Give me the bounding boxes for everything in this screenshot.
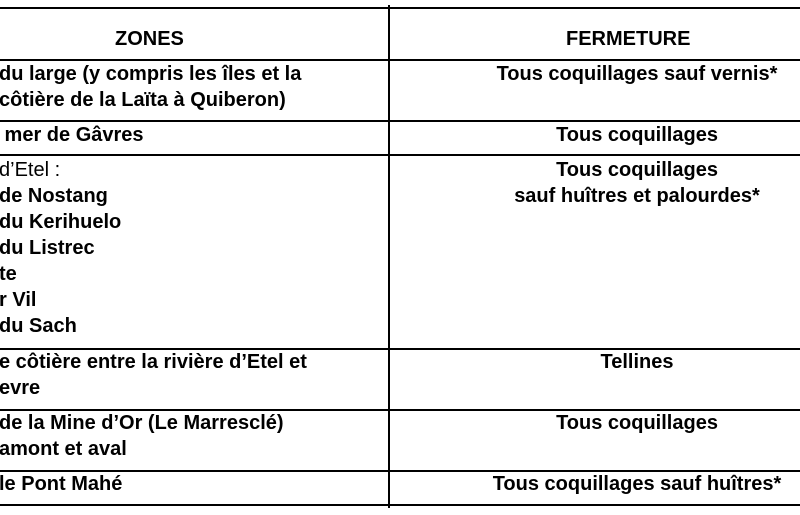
fermeture-cell: Tous coquillages sauf huîtres et palourd… bbox=[389, 157, 800, 209]
fermeture-cell: Tous coquillages bbox=[389, 410, 800, 436]
zone-line: du Kerihuelo bbox=[0, 211, 122, 233]
fermeture-cell: Tous coquillages sauf huîtres* bbox=[389, 471, 800, 497]
row-divider bbox=[0, 59, 800, 61]
zone-line: r Vil bbox=[0, 289, 37, 311]
zone-line: evre bbox=[0, 377, 41, 399]
row-divider bbox=[0, 348, 800, 350]
fermeture-line: Tous coquillages bbox=[556, 159, 718, 181]
zone-cell: du large (y compris les îles et la côtiè… bbox=[0, 61, 301, 113]
zone-line: côtière de la Laïta à Quiberon) bbox=[0, 89, 286, 111]
zone-line: de Nostang bbox=[0, 185, 108, 207]
header-fermeture: FERMETURE bbox=[566, 28, 691, 50]
zone-line: te bbox=[0, 263, 17, 285]
header-zones: ZONES bbox=[115, 28, 184, 50]
zone-cell: e côtière entre la rivière d’Etel et evr… bbox=[0, 349, 307, 401]
zone-cell: de la Mine d’Or (Le Marresclé) amont et … bbox=[0, 410, 284, 462]
fermeture-line: Tous coquillages sauf huîtres* bbox=[492, 473, 782, 495]
table-border-top bbox=[0, 7, 800, 9]
zone-line: du large (y compris les îles et la bbox=[0, 63, 302, 85]
zone-cell: mer de Gâvres bbox=[0, 122, 144, 148]
zone-line: e côtière entre la rivière d’Etel et bbox=[0, 351, 307, 373]
zone-cell: le Pont Mahé bbox=[0, 471, 122, 497]
fermeture-line: Tous coquillages bbox=[556, 124, 718, 146]
column-divider bbox=[388, 5, 390, 508]
zone-line: du Listrec bbox=[0, 237, 95, 259]
zone-line: amont et aval bbox=[0, 438, 127, 460]
zone-line: d’Etel : bbox=[0, 159, 61, 181]
zone-line: du Sach bbox=[0, 315, 77, 337]
table-border-bottom bbox=[0, 504, 800, 506]
row-divider bbox=[0, 470, 800, 472]
fermeture-cell: Tous coquillages bbox=[389, 122, 800, 148]
zone-line: mer de Gâvres bbox=[0, 124, 144, 146]
zone-line: le Pont Mahé bbox=[0, 473, 123, 495]
row-divider bbox=[0, 409, 800, 411]
fermeture-line: Tellines bbox=[600, 351, 674, 373]
row-divider bbox=[0, 120, 800, 122]
row-divider bbox=[0, 154, 800, 156]
zone-cell: d’Etel : de Nostang du Kerihuelo du List… bbox=[0, 157, 121, 339]
fermeture-cell: Tous coquillages sauf vernis* bbox=[389, 61, 800, 87]
fermeture-line: Tous coquillages bbox=[556, 412, 718, 434]
fermeture-cell: Tellines bbox=[389, 349, 800, 375]
fermeture-line: Tous coquillages sauf vernis* bbox=[496, 63, 778, 85]
fermeture-line: sauf huîtres et palourdes* bbox=[514, 185, 760, 207]
zone-line: de la Mine d’Or (Le Marresclé) bbox=[0, 412, 284, 434]
